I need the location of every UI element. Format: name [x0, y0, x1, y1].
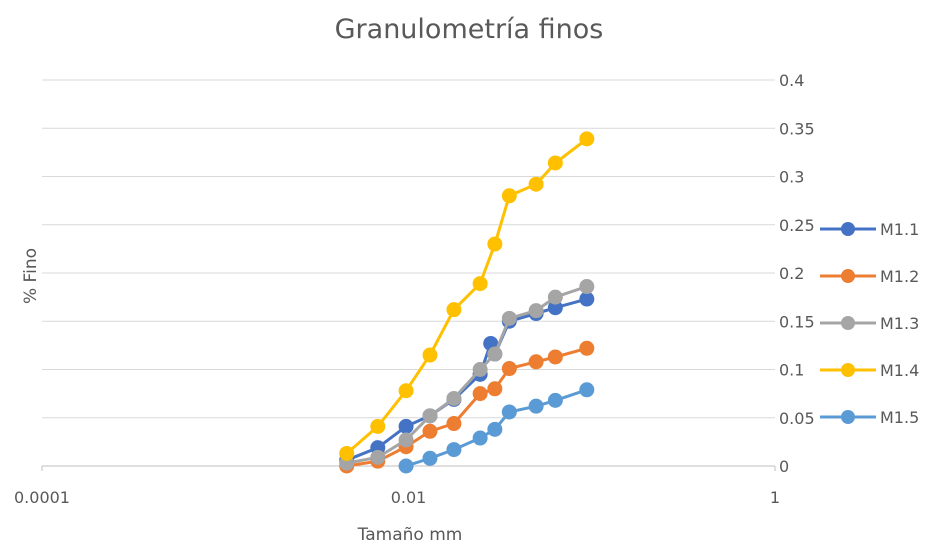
x-tick-label: 0.01 [391, 488, 427, 507]
series-M1.2 [339, 340, 595, 474]
y-axis-label: % Fino [21, 248, 41, 304]
y-tick-label: 0.25 [779, 216, 815, 235]
series-M1.4 [339, 131, 595, 461]
legend-swatch-marker [841, 269, 855, 283]
chart-title: Granulometría finos [335, 14, 604, 45]
legend-label: M1.1 [880, 220, 919, 239]
series-layer [339, 131, 595, 474]
data-point [422, 408, 438, 424]
x-axis-label: Tamaño mm [357, 525, 463, 545]
data-point [446, 416, 462, 432]
data-point [547, 392, 563, 408]
data-point [398, 432, 414, 448]
y-tick-label: 0.05 [779, 409, 815, 428]
y-tick-label: 0.15 [779, 312, 815, 331]
legend-swatch-marker [841, 410, 855, 424]
data-point [446, 302, 462, 318]
data-point [501, 310, 517, 326]
data-point [487, 236, 503, 252]
data-point [501, 404, 517, 420]
axis-layer: 0 0.05 0.1 0.15 0.2 0.25 0.3 0.35 0.4 0.0001 0.01 1 [14, 71, 815, 507]
legend-label: M1.5 [880, 408, 919, 427]
data-point [487, 381, 503, 397]
data-point [579, 131, 595, 147]
series-M1.5 [398, 382, 595, 474]
y-tick-label: 0.4 [779, 71, 804, 90]
data-point [398, 418, 414, 434]
data-point [398, 383, 414, 399]
data-point [579, 340, 595, 356]
data-point [547, 349, 563, 365]
x-tick-label: 0.0001 [14, 488, 70, 507]
legend-label: M1.2 [880, 267, 919, 286]
grid-layer [42, 79, 775, 419]
legend-item: M1.1 [820, 220, 919, 239]
series-M1.1 [339, 291, 595, 468]
y-tick-label: 0.3 [779, 168, 804, 187]
legend: M1.1 M1.2 M1.3 M1.4 M1.5 [820, 220, 919, 427]
data-point [339, 445, 355, 461]
data-point [579, 279, 595, 295]
legend-swatch-marker [841, 363, 855, 377]
x-tick-label: 1 [770, 488, 780, 507]
data-point [472, 430, 488, 446]
y-tick-label: 0.2 [779, 264, 804, 283]
data-point [528, 398, 544, 414]
data-point [422, 450, 438, 466]
data-point [501, 361, 517, 377]
data-point [472, 362, 488, 377]
legend-label: M1.3 [880, 314, 919, 333]
data-point [446, 390, 462, 406]
data-point [579, 291, 595, 307]
legend-swatch-marker [841, 222, 855, 236]
data-point [579, 382, 595, 398]
legend-item: M1.2 [820, 267, 919, 286]
data-point [528, 176, 544, 192]
legend-item: M1.3 [820, 314, 919, 333]
series-line [346, 297, 588, 462]
data-point [528, 354, 544, 370]
y-tick-label: 0.1 [779, 361, 804, 380]
data-point [487, 421, 503, 437]
data-point [501, 188, 517, 204]
data-point [487, 346, 503, 362]
data-point [472, 276, 488, 292]
data-point [422, 423, 438, 439]
data-point [472, 386, 488, 402]
data-point [547, 155, 563, 171]
data-point [370, 418, 386, 434]
y-tick-label: 0.35 [779, 119, 815, 138]
y-tick-label: 0 [779, 457, 789, 476]
data-point [547, 289, 563, 305]
data-point [422, 347, 438, 363]
data-point [398, 458, 414, 474]
legend-swatch-marker [841, 316, 855, 330]
legend-item: M1.5 [820, 408, 919, 427]
data-point [370, 449, 386, 465]
data-point [446, 442, 462, 458]
legend-label: M1.4 [880, 361, 919, 380]
legend-item: M1.4 [820, 361, 919, 380]
data-point [528, 303, 544, 319]
